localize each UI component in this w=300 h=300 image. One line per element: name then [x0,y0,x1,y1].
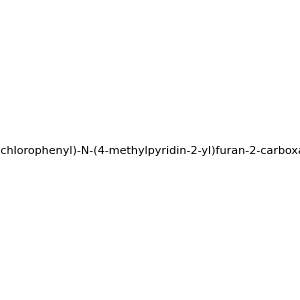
Text: 5-(3-chlorophenyl)-N-(4-methylpyridin-2-yl)furan-2-carboxamide: 5-(3-chlorophenyl)-N-(4-methylpyridin-2-… [0,146,300,157]
